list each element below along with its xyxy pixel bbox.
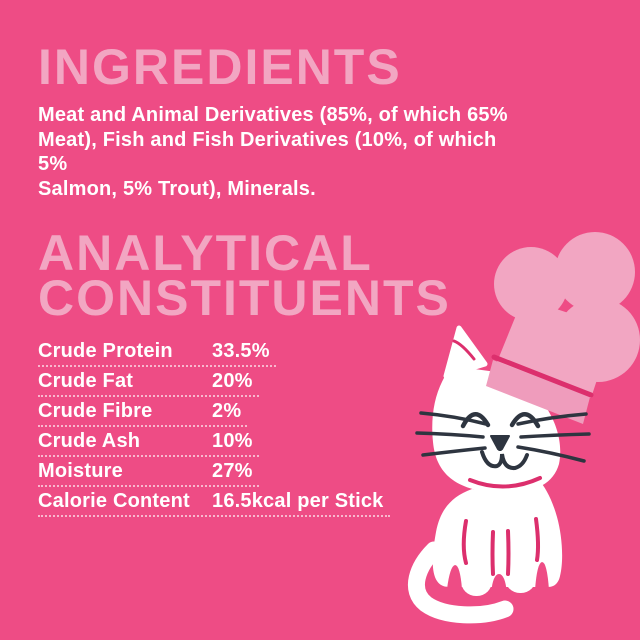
row-value: 27% — [212, 460, 253, 482]
row-value: 33.5% — [212, 340, 270, 362]
table-row: Crude Fat 20% — [38, 370, 259, 397]
ingredients-text: Meat and Animal Derivatives (85%, of whi… — [38, 104, 508, 200]
analytical-constituents-heading: ANALYTICAL CONSTITUENTS — [38, 225, 520, 326]
analytical-heading-line2: CONSTITUENTS — [38, 270, 451, 326]
analytical-constituents-table: Crude Protein 33.5% Crude Fat 20% Crude … — [38, 340, 520, 517]
row-value: 2% — [212, 400, 242, 422]
cat-tail-icon — [408, 541, 514, 624]
table-row: Moisture 27% — [38, 460, 259, 487]
row-value: 10% — [212, 430, 253, 452]
analytical-heading-line1: ANALYTICAL — [38, 225, 373, 281]
row-label: Crude Fat — [38, 370, 134, 392]
row-label: Crude Ash — [38, 430, 141, 452]
row-label: Crude Protein — [38, 340, 173, 362]
row-value: 20% — [212, 370, 253, 392]
row-label: Moisture — [38, 460, 123, 482]
table-row: Calorie Content 16.5kcal per Stick — [38, 490, 390, 517]
ingredients-heading: INGREDIENTS — [38, 39, 402, 95]
row-label: Calorie Content — [38, 490, 190, 512]
row-label: Crude Fibre — [38, 400, 153, 422]
table-row: Crude Fibre 2% — [38, 400, 248, 427]
info-panel: INGREDIENTS Meat and Animal Derivatives … — [38, 0, 520, 520]
table-row: Crude Ash 10% — [38, 430, 259, 457]
table-row: Crude Protein 33.5% — [38, 340, 276, 367]
row-value: 16.5kcal per Stick — [212, 490, 384, 512]
